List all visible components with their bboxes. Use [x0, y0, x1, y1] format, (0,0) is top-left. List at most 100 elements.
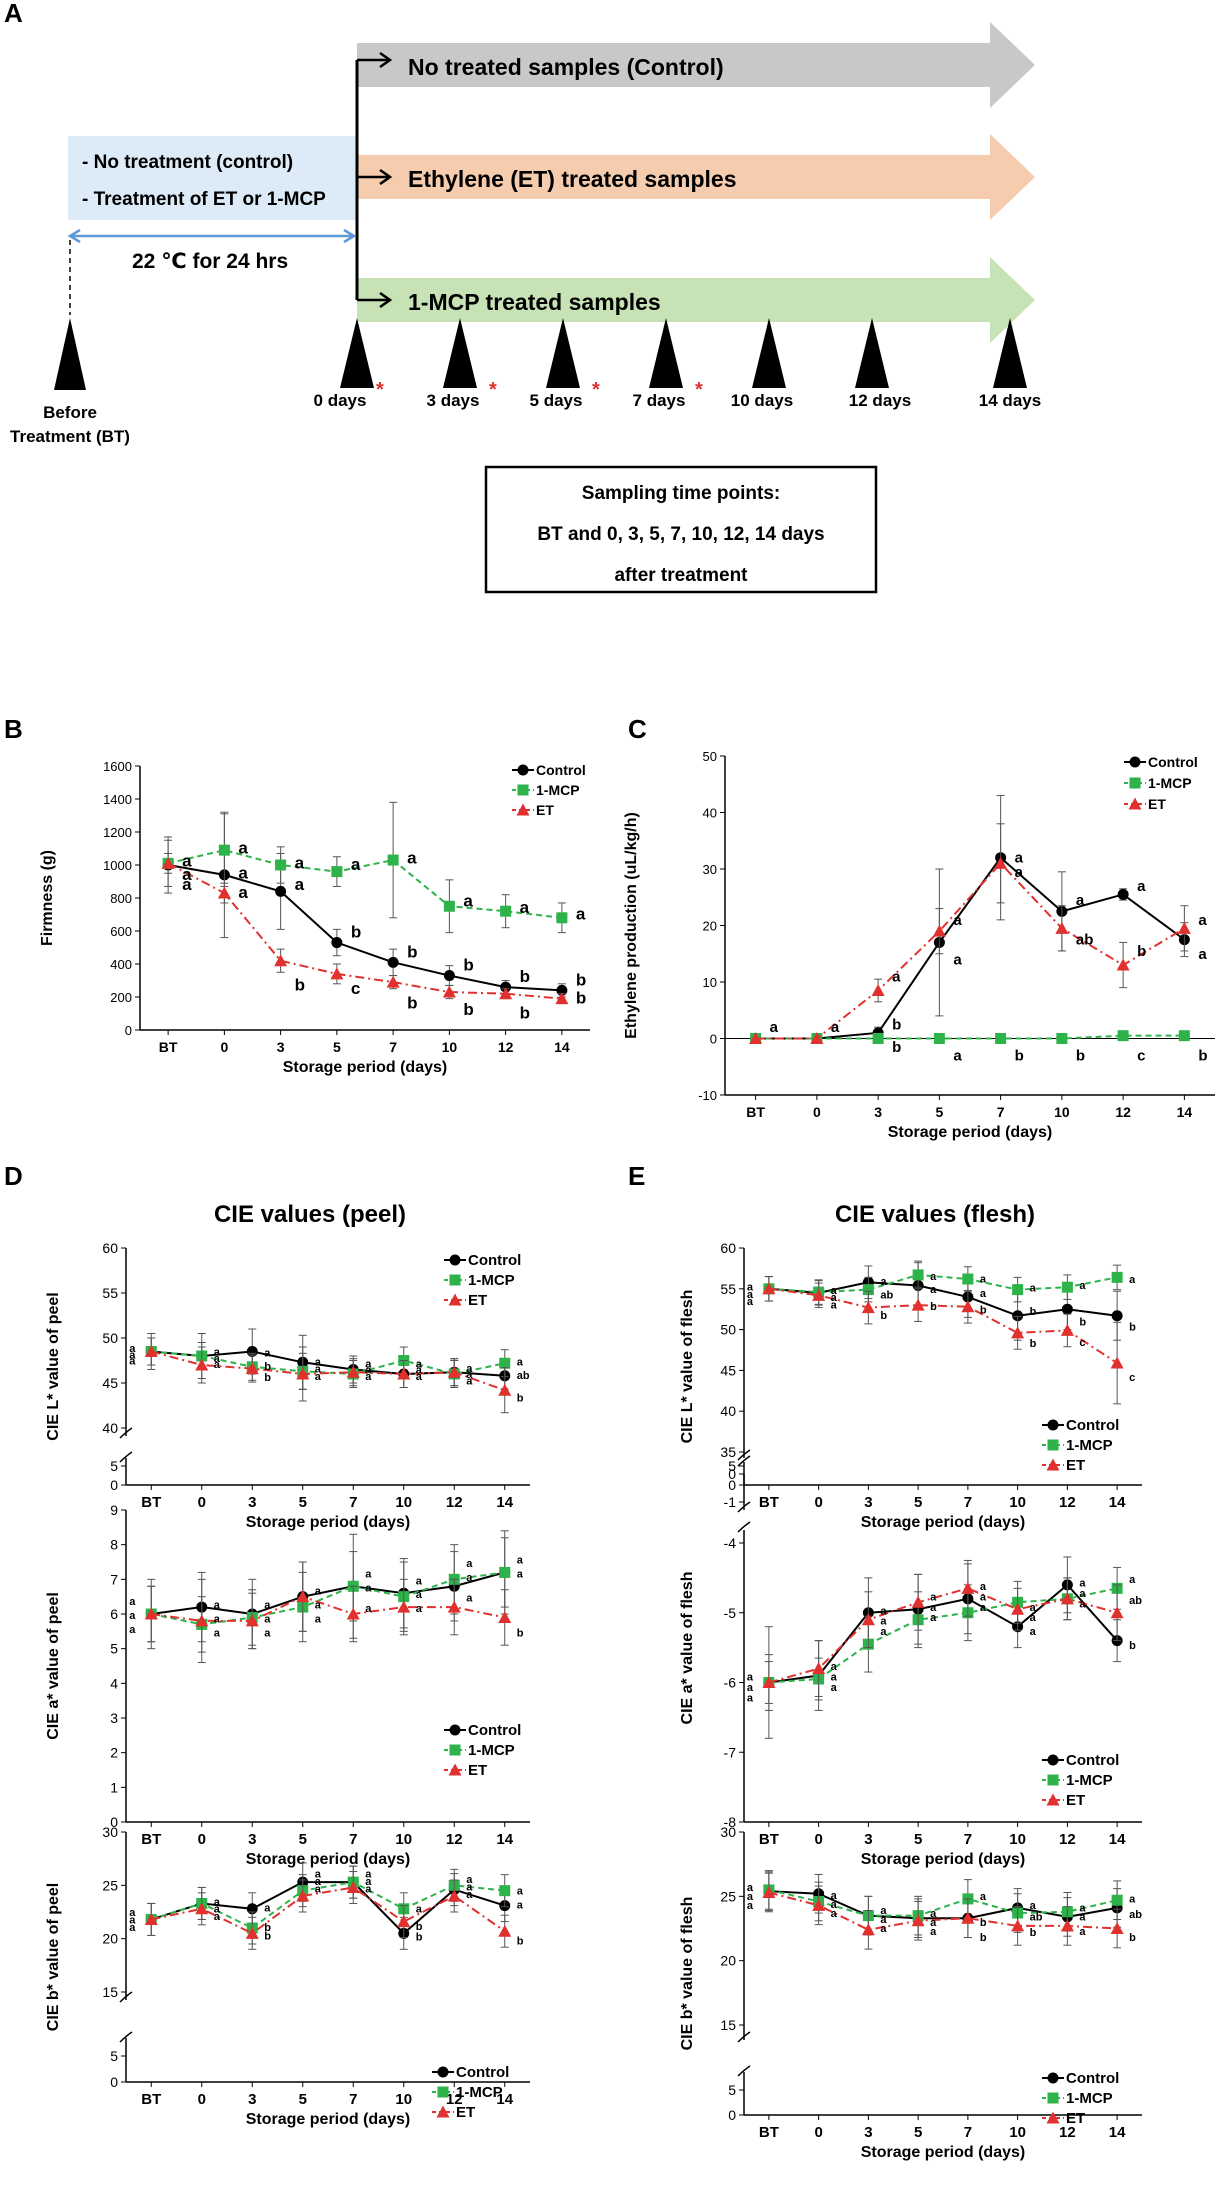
- significance-letter: a: [182, 865, 192, 884]
- mcp-marker: [449, 1274, 461, 1286]
- significance-letter: a: [1079, 1926, 1086, 1938]
- y-tick-label: 3: [110, 1710, 118, 1726]
- legend-label: Control: [536, 762, 586, 778]
- significance-letter: a: [930, 1591, 937, 1603]
- significance-letter: a: [517, 1357, 524, 1369]
- significance-letter: a: [831, 1672, 838, 1684]
- significance-letter: a: [214, 1347, 221, 1359]
- legend-label: 1-MCP: [536, 782, 580, 798]
- timepoint-star: *: [489, 379, 497, 401]
- significance-letter: b: [980, 1304, 987, 1316]
- significance-letter: a: [1198, 912, 1207, 929]
- et-marker: [161, 856, 175, 869]
- significance-letter: a: [880, 1605, 887, 1617]
- significance-letter: a: [1030, 1900, 1037, 1912]
- peel-l-chart: 0 5 40 45 50 55 60 BT 0 3 5 7 10 12 14 Storage period (…: [45, 1240, 530, 1531]
- series-line-1mcp: [167, 849, 562, 919]
- x-tick-label: 3: [874, 1104, 882, 1120]
- significance-letter: a: [980, 1602, 987, 1614]
- significance-letter: b: [264, 1930, 271, 1942]
- significance-letter: a: [520, 898, 530, 917]
- legend-label: ET: [456, 2104, 475, 2121]
- y-tick-label: 1600: [103, 759, 132, 774]
- significance-letter: b: [264, 1361, 271, 1373]
- mcp-marker: [499, 1357, 511, 1369]
- y-tick-label: 15: [102, 1984, 118, 2000]
- y-tick-label: 20: [102, 1931, 118, 1947]
- y-tick-label: 50: [720, 1322, 736, 1338]
- significance-letter: a: [466, 1363, 473, 1375]
- significance-letter: a: [315, 1586, 322, 1598]
- significance-letter: ab: [1076, 932, 1094, 949]
- legend-label: ET: [1148, 796, 1166, 812]
- control-marker: [1129, 756, 1141, 768]
- y-tick-label: 7: [110, 1571, 118, 1587]
- y-tick-label: -6: [724, 1675, 737, 1691]
- et-marker: [1110, 1606, 1124, 1619]
- x-tick-label: 10: [1009, 2124, 1026, 2141]
- et-marker: [245, 1362, 259, 1375]
- mcp-marker: [500, 905, 512, 917]
- et-marker: [1011, 1919, 1025, 1932]
- series-line-control: [151, 1350, 505, 1377]
- timepoint-triangle: [443, 318, 477, 388]
- mcp-marker: [1047, 1774, 1059, 1786]
- significance-letter: a: [831, 1019, 840, 1036]
- x-tick-label: 10: [395, 2091, 412, 2108]
- x-tick-label: 3: [864, 2124, 872, 2141]
- series-line-1mcp: [768, 1587, 1118, 1684]
- ethylene-chart: -10 0 10 20 30 40 50 BT 0 3 5 7 10 12 14 Storage period…: [623, 749, 1215, 1141]
- significance-letter: a: [517, 1568, 524, 1580]
- x-tick-label: 5: [914, 2124, 922, 2141]
- series-line-control: [768, 1281, 1118, 1317]
- legend-label: Control: [1066, 1417, 1119, 1434]
- mcp-marker: [872, 1033, 884, 1044]
- x-tick-label: 14: [1177, 1104, 1193, 1120]
- treatment-box: [68, 136, 356, 220]
- significance-letter: a: [930, 1602, 937, 1614]
- control-marker: [1047, 1419, 1059, 1431]
- significance-letter: a: [880, 1626, 887, 1638]
- sampling-box: [484, 465, 878, 594]
- y-axis-label: CIE a* value of peel: [45, 1592, 62, 1740]
- significance-letter: a: [980, 1591, 987, 1603]
- significance-letter: a: [1129, 1574, 1136, 1586]
- et-marker: [447, 1600, 461, 1613]
- significance-letter: a: [831, 1682, 838, 1694]
- y-tick-label: 5: [728, 1458, 736, 1474]
- significance-letter: b: [892, 1016, 901, 1033]
- significance-letter: b: [407, 942, 417, 961]
- et-marker: [961, 1911, 975, 1924]
- significance-letter: c: [351, 979, 360, 998]
- significance-letter: b: [576, 971, 586, 990]
- significance-letter: a: [747, 1882, 754, 1894]
- x-tick-label: 0: [814, 1831, 822, 1848]
- significance-letter: a: [880, 1923, 887, 1935]
- et-marker: [195, 1614, 209, 1627]
- et-marker: [994, 856, 1008, 869]
- axis-break-mark: [119, 1427, 133, 1439]
- significance-letter: a: [466, 1558, 473, 1570]
- x-tick-label: 5: [914, 1494, 922, 1511]
- significance-letter: a: [980, 1288, 987, 1300]
- et-marker: [144, 1607, 158, 1620]
- et-marker: [961, 1581, 975, 1594]
- x-tick-label: 3: [248, 1831, 256, 1848]
- y-tick-label: 1200: [103, 825, 132, 840]
- significance-letter: a: [892, 968, 901, 985]
- mcp-marker: [331, 866, 343, 878]
- significance-letter: a: [416, 1365, 423, 1377]
- significance-letter: b: [295, 975, 305, 994]
- y-tick-label: 25: [102, 1877, 118, 1893]
- mcp-marker: [437, 2086, 449, 2098]
- y-tick-label: 600: [110, 924, 132, 939]
- significance-letter: a: [365, 1371, 372, 1383]
- et-marker: [1011, 1602, 1025, 1615]
- significance-letter: a: [315, 1600, 322, 1612]
- legend-label: 1-MCP: [1148, 775, 1192, 791]
- et-marker: [296, 1367, 310, 1380]
- x-tick-label: BT: [141, 1831, 161, 1848]
- significance-letter: a: [365, 1582, 372, 1594]
